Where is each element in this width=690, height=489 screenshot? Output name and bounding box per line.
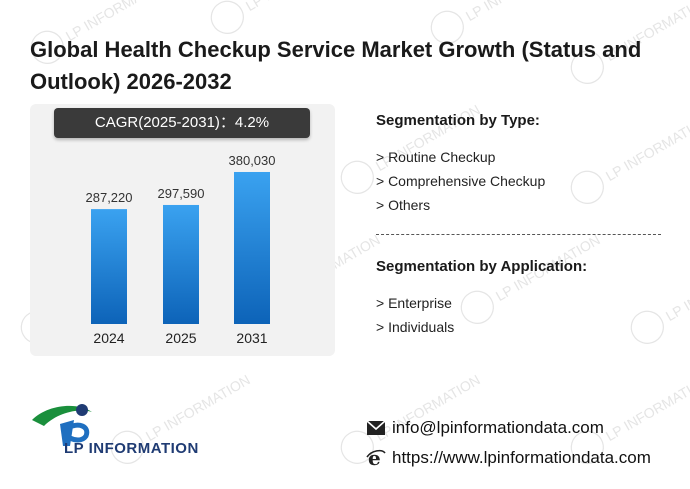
watermark-text: LP INFORMATION <box>243 0 353 14</box>
ie-browser-icon: e <box>366 448 386 468</box>
cagr-label: CAGR(2025-2031)： <box>94 114 235 131</box>
watermark-text: LP INFORMATION <box>603 111 690 184</box>
data-label-2024: 287,220 <box>86 190 133 205</box>
type-item-others: > Others <box>376 197 431 213</box>
type-item-comprehensive: > Comprehensive Checkup <box>376 173 546 189</box>
bar-2024 <box>91 209 127 324</box>
lp-information-logo-icon <box>32 404 92 446</box>
application-item-individuals: > Individuals <box>376 319 455 335</box>
watermark-text: LP INFORMATION <box>463 0 573 24</box>
watermark-text: LP INFORMATION <box>663 251 690 324</box>
x-tick-label-2024: 2024 <box>93 330 124 346</box>
x-tick-label-2025: 2025 <box>165 330 196 346</box>
contact-email[interactable]: info@lpinformationdata.com <box>366 418 604 438</box>
logo-text: LP INFORMATION <box>64 440 199 457</box>
bar-chart: 287,220 2024 297,590 2025 380,030 2031 <box>86 153 276 346</box>
x-tick-label-2031: 2031 <box>236 330 267 346</box>
data-label-2025: 297,590 <box>158 186 205 201</box>
website-text[interactable]: https://www.lpinformationdata.com <box>392 448 651 467</box>
bar-2031 <box>234 171 270 324</box>
data-label-2031: 380,030 <box>229 153 276 168</box>
application-item-enterprise: > Enterprise <box>376 295 452 311</box>
page-title: Global Health Checkup Service Market Gro… <box>30 37 642 94</box>
segmentation-application-title: Segmentation by Application: <box>376 258 588 275</box>
cagr-value: 4.2% <box>234 114 270 131</box>
envelope-icon <box>366 420 386 435</box>
watermark-text: LP INFORMATION <box>603 371 690 444</box>
bar-2025 <box>163 204 199 324</box>
cagr-badge: CAGR(2025-2031)：4.2% <box>54 108 310 138</box>
contact-website[interactable]: e https://www.lpinformationdata.com <box>366 448 651 468</box>
segmentation-type-title: Segmentation by Type: <box>376 112 540 129</box>
email-text[interactable]: info@lpinformationdata.com <box>392 418 604 437</box>
section-divider <box>376 234 661 235</box>
type-item-routine: > Routine Checkup <box>376 149 496 165</box>
